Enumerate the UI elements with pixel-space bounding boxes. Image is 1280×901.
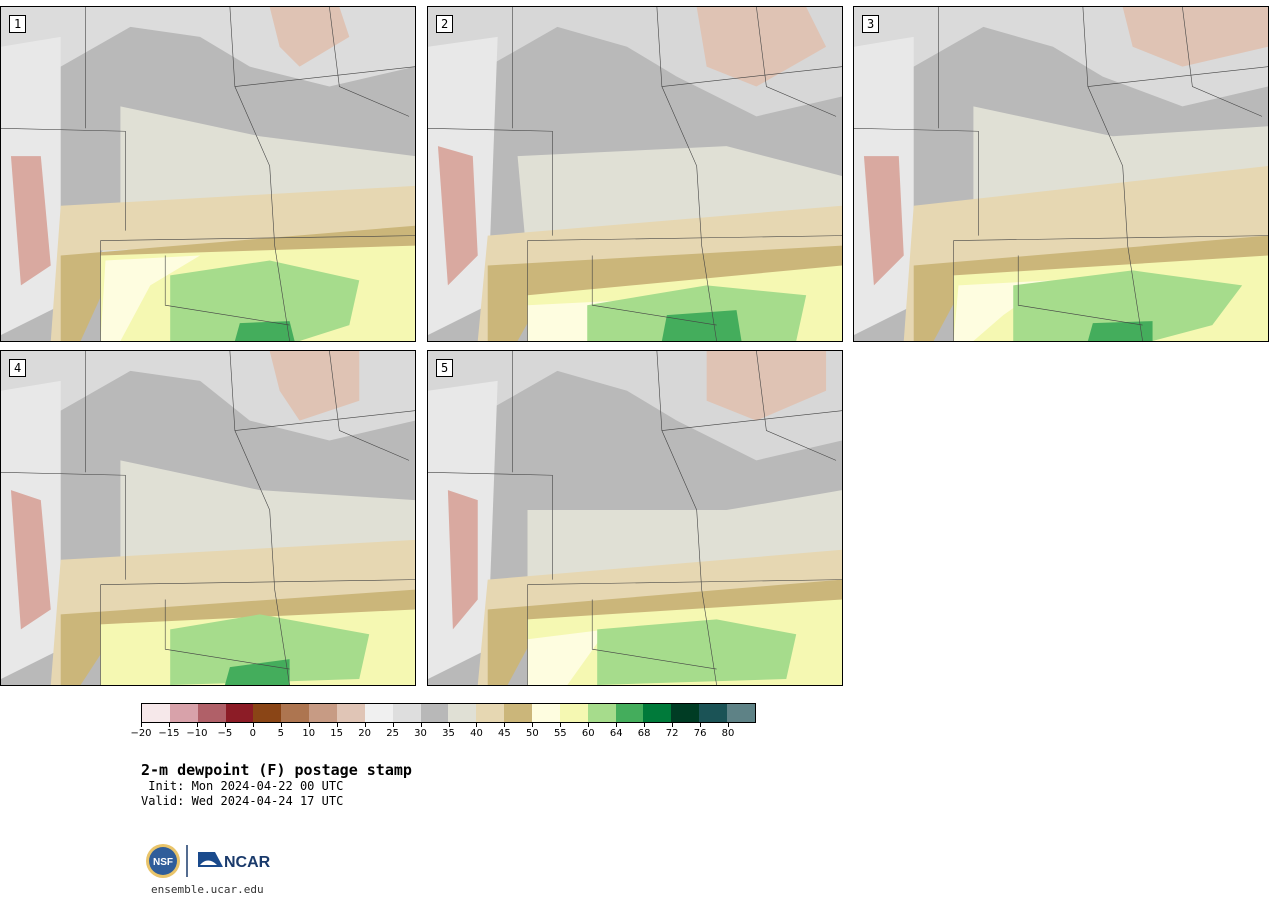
colorbar-tick-label: 15 — [330, 728, 344, 739]
colorbar-swatch — [699, 704, 728, 722]
figure-title: 2-m dewpoint (F) postage stamp — [141, 761, 412, 779]
colorbar-tick — [700, 723, 702, 727]
colorbar-swatch — [420, 704, 449, 722]
colorbar-tick-label: −20 — [130, 728, 152, 739]
colorbar-tick-label: 55 — [553, 728, 567, 739]
colorbar-tick — [224, 723, 226, 727]
colorbar-tick — [280, 723, 282, 727]
colorbar-tick-label: 40 — [470, 728, 483, 739]
colorbar-swatch — [169, 704, 198, 722]
colorbar-tick-label: 5 — [277, 728, 284, 739]
colorbar-swatch — [448, 704, 477, 722]
colorbar-ticks: −20 −15 −10 −5 0 5 10 15 20 25 30 35 40 45 50 55 60 64 68 7… — [130, 723, 756, 743]
panel-number-label: 2 — [436, 15, 454, 33]
colorbar-tick — [168, 723, 170, 727]
colorbar-swatch — [392, 704, 421, 722]
colorbar-swatch — [476, 704, 505, 722]
colorbar-tick-label: −10 — [186, 728, 208, 739]
panel-number-label: 4 — [9, 359, 27, 377]
dewpoint-map — [854, 7, 1268, 341]
colorbar-swatch — [309, 704, 338, 722]
colorbar-tick — [560, 723, 562, 727]
colorbar-tick-label: 35 — [442, 728, 455, 739]
colorbar-tick-label: 76 — [693, 728, 707, 739]
colorbar-tick — [364, 723, 366, 727]
colorbar-tick-label: 45 — [498, 728, 511, 739]
colorbar-tick — [141, 723, 142, 727]
colorbar-tick-label: 60 — [581, 728, 595, 739]
colorbar-tick — [336, 723, 338, 727]
colorbar-tick-label: −5 — [217, 728, 233, 739]
colorbar-tick-label: 80 — [721, 728, 735, 739]
map-panel-5: 5 — [427, 350, 843, 686]
colorbar-tick-label: 0 — [249, 728, 256, 739]
colorbar-swatch — [197, 704, 226, 722]
map-panel-2: 2 — [427, 6, 843, 342]
colorbar-tick — [448, 723, 450, 727]
panel-number-label: 1 — [9, 15, 27, 33]
colorbar-tick-label: 20 — [358, 728, 371, 739]
colorbar-tick — [532, 723, 534, 727]
map-panel-3: 3 — [853, 6, 1269, 342]
init-time: Init: Mon 2024-04-22 00 UTC — [141, 779, 344, 793]
colorbar-tick-label: 72 — [665, 728, 679, 739]
colorbar-swatch — [281, 704, 310, 722]
panel-number-label: 3 — [862, 15, 880, 33]
colorbar-swatch — [615, 704, 644, 722]
colorbar-tick — [476, 723, 478, 727]
colorbar-swatch — [671, 704, 700, 722]
colorbar-tick-label: 25 — [386, 728, 399, 739]
colorbar-swatch — [337, 704, 365, 722]
panel-number-label: 5 — [436, 359, 454, 377]
colorbar-tick — [616, 723, 618, 727]
logos: NSF NCAR — [145, 843, 275, 879]
colorbar-tick — [392, 723, 394, 727]
colorbar-tick — [588, 723, 590, 727]
colorbar-tick — [196, 723, 198, 727]
nsf-logo: NSF — [146, 844, 180, 878]
colorbar-tick — [420, 723, 422, 727]
colorbar-tick-label: −15 — [158, 728, 180, 739]
dewpoint-map — [428, 7, 842, 341]
colorbar-tick — [252, 723, 254, 727]
dewpoint-map — [1, 7, 415, 341]
dewpoint-map — [1, 351, 415, 685]
colorbar-swatch — [225, 704, 254, 722]
colorbar — [141, 703, 756, 723]
ncar-logo: NCAR — [198, 852, 271, 871]
colorbar-swatch — [364, 704, 393, 722]
dewpoint-map — [428, 351, 842, 685]
ncar-logo-text: NCAR — [224, 854, 271, 871]
colorbar-tick-label: 50 — [525, 728, 539, 739]
colorbar-swatch — [643, 704, 672, 722]
colorbar-tick — [728, 723, 730, 727]
colorbar-swatch — [253, 704, 282, 722]
colorbar-swatch — [587, 704, 616, 722]
map-panel-1: 1 — [0, 6, 416, 342]
colorbar-tick — [504, 723, 506, 727]
colorbar-swatch — [559, 704, 588, 722]
website-link[interactable]: ensemble.ucar.edu — [151, 883, 264, 896]
colorbar-tick-label: 10 — [302, 728, 316, 739]
colorbar-tick — [644, 723, 646, 727]
colorbar-tick-label: 68 — [637, 728, 651, 739]
colorbar-swatch — [504, 704, 533, 722]
map-panel-4: 4 — [0, 350, 416, 686]
colorbar-swatch — [532, 704, 560, 722]
colorbar-tick — [308, 723, 310, 727]
colorbar-tick-label: 64 — [609, 728, 623, 739]
colorbar-tick — [672, 723, 674, 727]
colorbar-swatch — [142, 704, 170, 722]
nsf-logo-text: NSF — [153, 857, 173, 868]
colorbar-swatch — [727, 704, 755, 722]
valid-time: Valid: Wed 2024-04-24 17 UTC — [141, 794, 344, 808]
colorbar-tick-label: 30 — [414, 728, 427, 739]
